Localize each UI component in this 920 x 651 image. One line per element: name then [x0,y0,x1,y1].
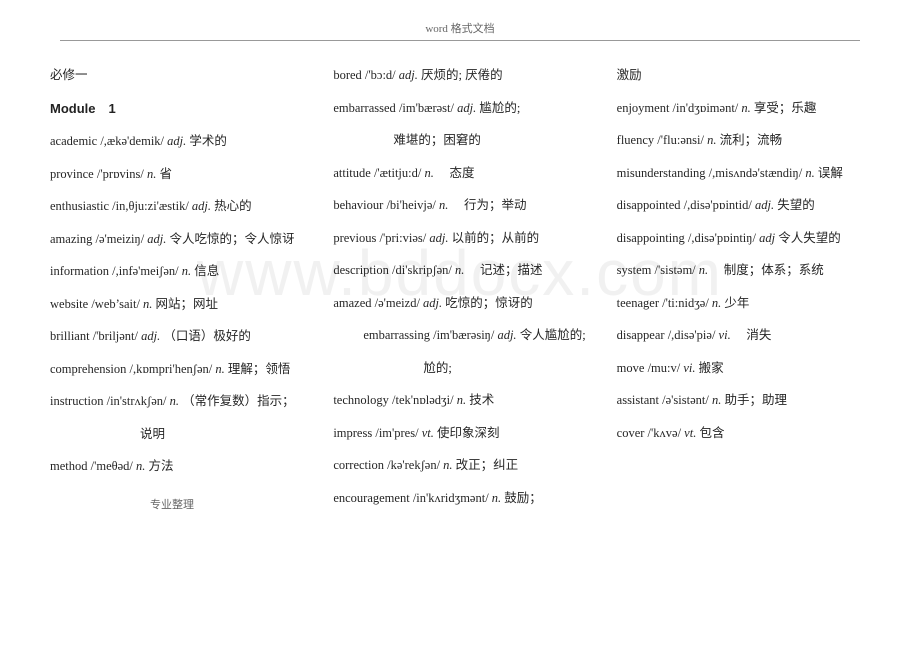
vocab-entry: disappear /,disə'piə/ vi. 消失 [617,319,880,352]
column-2: bored /'bɔ:d/ adj. 厌烦的; 厌倦的embarrassed /… [333,59,596,514]
section-title: Module 1 [50,92,313,126]
vocab-entry: attitude /'ætitju:d/ n. 态度 [333,157,596,190]
vocab-entry: correction /kə'rekʃən/ n. 改正；纠正 [333,449,596,482]
vocab-entry: previous /'pri:viəs/ adj. 以前的；从前的 [333,222,596,255]
vocab-entry: amazing /ə'meiziŋ/ adj. 令人吃惊的；令人惊讶 [50,223,313,256]
page-header: word 格式文档 [60,0,860,41]
vocab-entry: disappointed /,disə'pɒintid/ adj. 失望的 [617,189,880,222]
vocab-entry: 尬的; [333,352,596,385]
vocab-entry: teenager /'ti:nidʒə/ n. 少年 [617,287,880,320]
vocab-entry: information /,infə'meiʃən/ n. 信息 [50,255,313,288]
vocab-entry: enthusiastic /in,θju:zi'æstik/ adj. 热心的 [50,190,313,223]
vocab-entry: website /web’sait/ n. 网站；网址 [50,288,313,321]
vocab-entry: move /mu:v/ vi. 搬家 [617,352,880,385]
vocab-entry: cover /'kʌvə/ vt. 包含 [617,417,880,450]
vocab-entry: enjoyment /in'dʒɒimənt/ n. 享受；乐趣 [617,92,880,125]
document-content: 必修一Module 1academic /,ækə'demik/ adj. 学术… [0,41,920,514]
vocab-entry: impress /im'pres/ vt. 使印象深刻 [333,417,596,450]
vocab-entry: system /'sistəm/ n. 制度；体系；系统 [617,254,880,287]
vocab-entry: instruction /in'strʌkʃən/ n. （常作复数）指示； [50,385,313,418]
section-prefix: 必修一 [50,59,313,92]
vocab-entry: embarrassing /im'bærəsiŋ/ adj. 令人尴尬的; [333,319,596,352]
vocab-entry: assistant /ə'sistənt/ n. 助手；助理 [617,384,880,417]
vocab-entry: misunderstanding /,misʌndə'stændiŋ/ n. 误… [617,157,880,190]
vocab-entry: disappointing /,disə'pɒintiŋ/ adj 令人失望的 [617,222,880,255]
vocab-entry: description /di'skripʃən/ n. 记述；描述 [333,254,596,287]
vocab-entry: academic /,ækə'demik/ adj. 学术的 [50,125,313,158]
vocab-entry: amazed /ə'meizd/ adj. 吃惊的；惊讶的 [333,287,596,320]
vocab-entry: 激励 [617,59,880,92]
column-1: 必修一Module 1academic /,ækə'demik/ adj. 学术… [50,59,313,514]
vocab-entry: method /'meθəd/ n. 方法 [50,450,313,483]
vocab-entry: behaviour /bi'heivjə/ n. 行为；举动 [333,189,596,222]
vocab-entry: comprehension /,kɒmpri'henʃən/ n. 理解；领悟 [50,353,313,386]
vocab-entry: province /'prɒvins/ n. 省 [50,158,313,191]
column-3: 激励enjoyment /in'dʒɒimənt/ n. 享受；乐趣fluenc… [617,59,880,514]
page-footer: 专业整理 [150,496,920,512]
vocab-entry: bored /'bɔ:d/ adj. 厌烦的; 厌倦的 [333,59,596,92]
vocab-entry: technology /tek'nɒlədʒi/ n. 技术 [333,384,596,417]
vocab-entry: brilliant /'briljənt/ adj. （口语）极好的 [50,320,313,353]
vocab-entry-continuation: 难堪的；困窘的 [333,124,596,157]
vocab-entry-continuation: 说明 [50,418,313,451]
vocab-entry: embarrassed /im'bærəst/ adj. 尴尬的; [333,92,596,125]
vocab-entry: fluency /'flu:ənsi/ n. 流利；流畅 [617,124,880,157]
